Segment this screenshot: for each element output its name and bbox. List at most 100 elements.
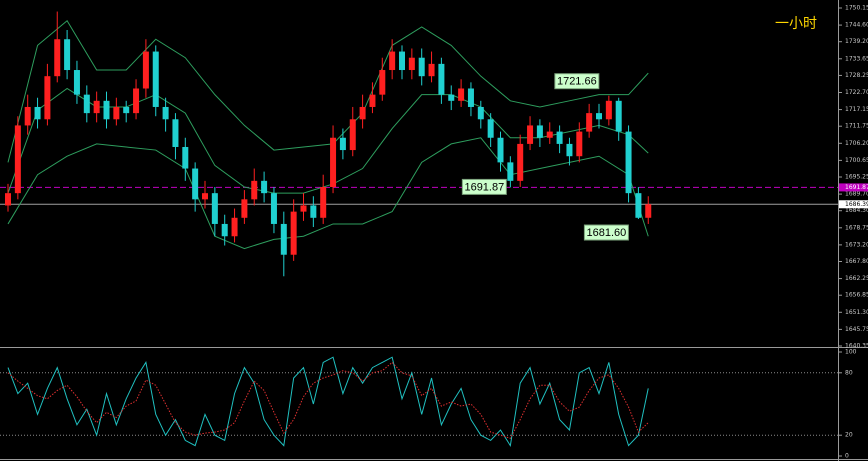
- candle-body: [517, 143, 524, 181]
- candle-body: [300, 205, 307, 212]
- candle-body: [399, 51, 405, 71]
- candle-body: [448, 94, 455, 101]
- chart-title: 一小时: [775, 16, 817, 32]
- candle-body: [211, 193, 218, 224]
- candle-body: [202, 193, 208, 200]
- candle-body: [270, 193, 277, 224]
- candle-body: [467, 88, 474, 107]
- candle-body: [320, 187, 327, 218]
- candle-body: [44, 76, 51, 120]
- candle-body: [54, 39, 61, 77]
- candle-body: [605, 100, 612, 120]
- y-tick-label: 100: [845, 349, 857, 356]
- y-tick-label: 1711.75: [845, 123, 868, 130]
- candle-body: [261, 180, 268, 194]
- y-tick-label: 1645.75: [845, 326, 868, 333]
- candle-body: [5, 193, 11, 206]
- y-tick-label: 1656.85: [845, 292, 868, 299]
- candle-body: [527, 125, 534, 144]
- y-tick-label: 1684.30: [845, 207, 868, 214]
- candle-body: [221, 223, 228, 237]
- candle-body: [64, 39, 71, 71]
- candle-body: [546, 131, 553, 138]
- candle-body: [162, 106, 169, 120]
- y-tick-label: 1651.30: [845, 309, 868, 316]
- candle-body: [477, 106, 484, 120]
- candle-body: [438, 63, 445, 95]
- candle-body: [231, 217, 238, 237]
- candle-body: [133, 88, 140, 114]
- candle-body: [635, 193, 642, 218]
- candle-body: [290, 211, 297, 255]
- candle-body: [586, 113, 593, 132]
- y-tick-label: 1722.70: [845, 89, 868, 96]
- candle-body: [83, 94, 90, 114]
- candle-body: [34, 106, 41, 120]
- candle-body: [389, 51, 396, 71]
- candle-body: [73, 70, 80, 95]
- candle-body: [625, 131, 632, 194]
- candle-body: [192, 168, 199, 200]
- candle-body: [497, 137, 504, 163]
- candle-body: [152, 51, 159, 107]
- y-tick-label: 20: [845, 432, 853, 439]
- candle-body: [349, 119, 356, 151]
- candle-body: [103, 100, 110, 120]
- candle-body: [172, 119, 179, 147]
- candle-body: [536, 125, 543, 138]
- candle-body: [369, 94, 376, 107]
- candle-body: [418, 57, 425, 77]
- candle-body: [596, 113, 602, 120]
- y-tick-label: 1728.25: [845, 72, 868, 79]
- annotation-box: [583, 224, 629, 241]
- y-tick-label: 1739.20: [845, 38, 868, 45]
- y-tick-label: 1733.65: [845, 55, 868, 62]
- y-tick-label: 1667.80: [845, 258, 868, 265]
- candle-body: [645, 204, 652, 218]
- candle-body: [507, 162, 514, 181]
- oscillator-line: [7, 361, 649, 439]
- y-tick-label: 1695.25: [845, 174, 868, 181]
- candle-body: [576, 131, 583, 157]
- candle-body: [251, 180, 258, 200]
- price-label-box: [839, 183, 868, 192]
- price-label-box: [839, 200, 868, 209]
- candle-body: [379, 70, 386, 95]
- price-label: 1686.39: [845, 201, 868, 208]
- candle-body: [182, 146, 189, 169]
- candle-body: [241, 199, 248, 218]
- candle-body: [359, 106, 366, 120]
- annotation: 1681.60: [587, 227, 627, 239]
- candle-body: [408, 57, 415, 71]
- y-tick-label: 80: [845, 369, 853, 376]
- oscillator-line: [7, 356, 649, 447]
- candle-body: [458, 88, 465, 101]
- candle-body: [113, 106, 120, 120]
- candle-body: [428, 63, 435, 77]
- annotation: 1721.66: [557, 76, 597, 88]
- candle-body: [14, 125, 21, 194]
- candle-body: [330, 137, 337, 188]
- y-tick-label: 1706.20: [845, 140, 868, 147]
- candle-body: [93, 100, 100, 114]
- candle-body: [310, 205, 317, 218]
- y-tick-label: 1744.60: [845, 22, 868, 29]
- y-tick-label: 1678.75: [845, 224, 868, 231]
- y-tick-label: 1750.15: [845, 5, 868, 12]
- y-tick-label: 1640.35: [845, 343, 868, 350]
- candle-body: [556, 131, 563, 144]
- y-tick-label: 1717.15: [845, 106, 868, 113]
- candle-body: [615, 100, 622, 132]
- y-tick-label: 1673.20: [845, 241, 868, 248]
- y-tick-label: 1662.25: [845, 275, 868, 282]
- candle-body: [123, 106, 130, 114]
- candle-body: [487, 119, 494, 138]
- annotation-box: [554, 73, 600, 90]
- candle-body: [566, 143, 573, 157]
- candle-body: [142, 51, 149, 89]
- candle-body: [24, 106, 31, 126]
- candle-body: [339, 137, 346, 151]
- annotation: 1691.87: [464, 181, 504, 193]
- bollinger-lower: [7, 137, 649, 250]
